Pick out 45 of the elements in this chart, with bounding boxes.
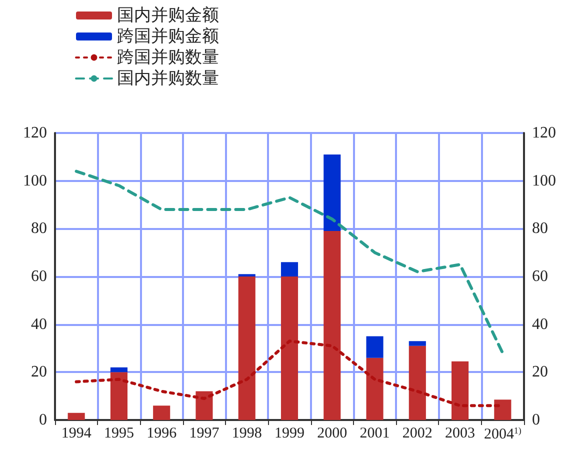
bar (366, 358, 384, 420)
legend-label: 国内并购数量 (117, 68, 219, 88)
legend-label: 跨国并购数量 (117, 48, 219, 68)
x-tick-label: 1994 (61, 426, 92, 442)
line-series (74, 170, 504, 355)
bar (238, 276, 256, 420)
x-tick-label: 1997 (189, 426, 220, 442)
y-tick-label: 60 (31, 268, 47, 285)
y2-tick-label: 40 (532, 316, 548, 333)
y-tick-label: 0 (39, 412, 47, 428)
x-tick-label: 2002 (402, 426, 432, 442)
y-tick-label: 100 (23, 172, 47, 190)
bar (110, 372, 128, 420)
bar (196, 391, 213, 420)
y2-tick-label: 0 (532, 412, 540, 428)
y2-tick-label: 60 (532, 268, 548, 285)
y2-tick-label: 120 (532, 124, 556, 142)
y2-tick-label: 20 (532, 364, 548, 381)
bar (408, 341, 426, 346)
bar (494, 400, 512, 420)
x-tick-label: 2001 (360, 426, 390, 442)
x-tick-label: 1996 (146, 426, 178, 442)
y-tick-label: 120 (23, 124, 47, 142)
bar (408, 346, 426, 420)
bar (366, 336, 384, 358)
y2-tick-label: 100 (532, 172, 556, 190)
x-tick-label: 1999 (274, 426, 304, 442)
y-tick-label: 80 (31, 220, 47, 238)
legend-label: 国内并购金额 (117, 6, 219, 26)
bar (68, 412, 85, 420)
x-tick-label: 2000 (317, 426, 348, 442)
bar (324, 231, 341, 420)
y-tick-label: 40 (31, 316, 47, 333)
bar (110, 367, 128, 372)
x-tick-label: 2003 (445, 426, 476, 442)
x-tick-label: 1998 (232, 426, 262, 442)
bar (324, 154, 341, 232)
bar (280, 276, 298, 420)
x-tick-label: 1995 (104, 426, 134, 442)
bar (280, 262, 298, 276)
bar (452, 361, 469, 420)
legend-label: 跨国并购金额 (117, 26, 219, 46)
y-tick-label: 20 (31, 364, 47, 381)
y2-tick-label: 80 (532, 220, 548, 238)
bar (153, 406, 170, 420)
